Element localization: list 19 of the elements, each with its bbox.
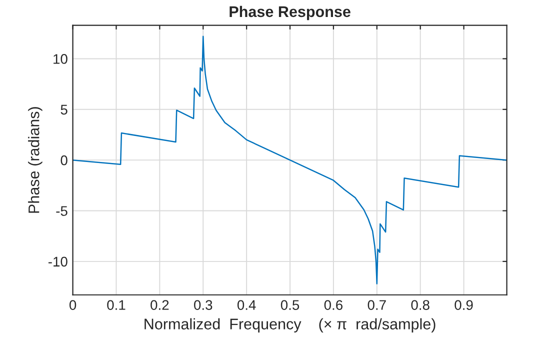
x-tick-label: 0.4 bbox=[237, 300, 256, 310]
line-series bbox=[72, 36, 507, 284]
x-tick-label: 0.6 bbox=[324, 300, 343, 310]
x-tick-label: 0.9 bbox=[454, 300, 473, 310]
x-tick-label: 0.2 bbox=[150, 300, 169, 310]
y-tick-label: 0 bbox=[60, 155, 68, 166]
x-tick-label: 0.8 bbox=[411, 300, 430, 310]
y-tick-label: 10 bbox=[54, 54, 68, 64]
x-tick-label: 0.3 bbox=[194, 300, 212, 310]
x-tick-label: 0.1 bbox=[107, 300, 126, 310]
y-tick-label: -10 bbox=[48, 256, 68, 267]
y-tick-label: -5 bbox=[56, 206, 68, 216]
y-tick-label: 5 bbox=[60, 104, 68, 115]
x-tick-label: 0.5 bbox=[280, 300, 300, 310]
x-tick-label: 0.7 bbox=[368, 300, 386, 310]
x-axis-title: Normalized Frequency (× π rad/sample) bbox=[144, 318, 436, 332]
x-tick-label: 0 bbox=[69, 300, 76, 310]
chart-title: Phase Response bbox=[230, 6, 350, 20]
y-axis-title: Phase (radians) bbox=[28, 107, 42, 213]
